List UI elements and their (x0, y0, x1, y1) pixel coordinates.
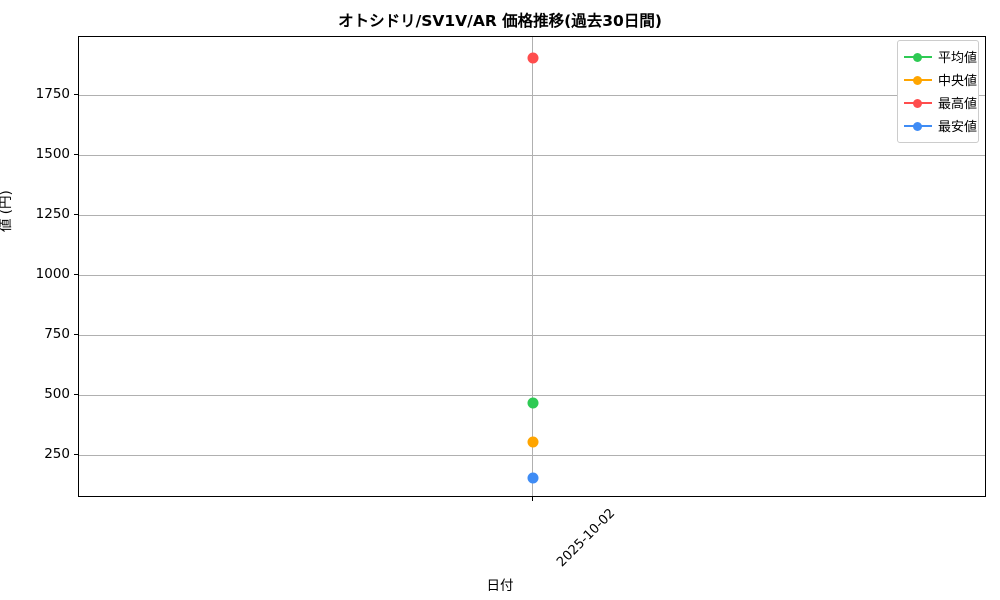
gridline-vertical (532, 37, 533, 496)
legend-item-average[interactable]: 平均値 (904, 45, 977, 68)
y-axis-title: 値 (円) (0, 190, 14, 232)
data-point-average (527, 397, 538, 409)
y-tick-mark (74, 153, 78, 155)
y-tick-mark (74, 273, 78, 275)
y-tick-label-1000: 1000 (35, 266, 70, 282)
y-tick-label-1750: 1750 (35, 86, 70, 102)
chart-title: オトシドリ/SV1V/AR 価格推移(過去30日間) (338, 12, 662, 30)
y-tick-label-1500: 1500 (35, 146, 70, 162)
data-point-median (527, 436, 538, 448)
plot-area (78, 36, 986, 497)
legend-item-median[interactable]: 中央値 (904, 68, 977, 91)
y-tick-label-1250: 1250 (35, 206, 70, 222)
y-tick-label-750: 750 (44, 326, 70, 342)
y-tick-label-500: 500 (44, 386, 70, 402)
x-axis-title: 日付 (486, 578, 514, 594)
legend-swatch-green-icon (904, 51, 932, 63)
legend-item-min[interactable]: 最安値 (904, 114, 977, 137)
legend-label-median: 中央値 (938, 74, 978, 89)
legend-label-min: 最安値 (938, 120, 978, 135)
y-tick-label-250: 250 (44, 446, 70, 462)
legend-swatch-orange-icon (904, 74, 932, 86)
data-point-max (527, 52, 538, 64)
legend-label-max: 最高値 (938, 97, 978, 112)
x-tick-mark (531, 497, 533, 501)
data-point-min (527, 472, 538, 484)
y-tick-mark (74, 453, 78, 455)
y-tick-mark (74, 393, 78, 395)
y-tick-mark (74, 93, 78, 95)
chart-legend[interactable]: 平均値 中央値 最高値 最安値 (897, 40, 979, 143)
y-tick-mark (74, 213, 78, 215)
legend-swatch-blue-icon (904, 120, 932, 132)
legend-label-average: 平均値 (938, 51, 978, 66)
legend-item-max[interactable]: 最高値 (904, 91, 977, 114)
y-tick-mark (74, 333, 78, 335)
legend-swatch-red-icon (904, 97, 932, 109)
x-tick-label: 2025-10-02 (554, 506, 619, 571)
